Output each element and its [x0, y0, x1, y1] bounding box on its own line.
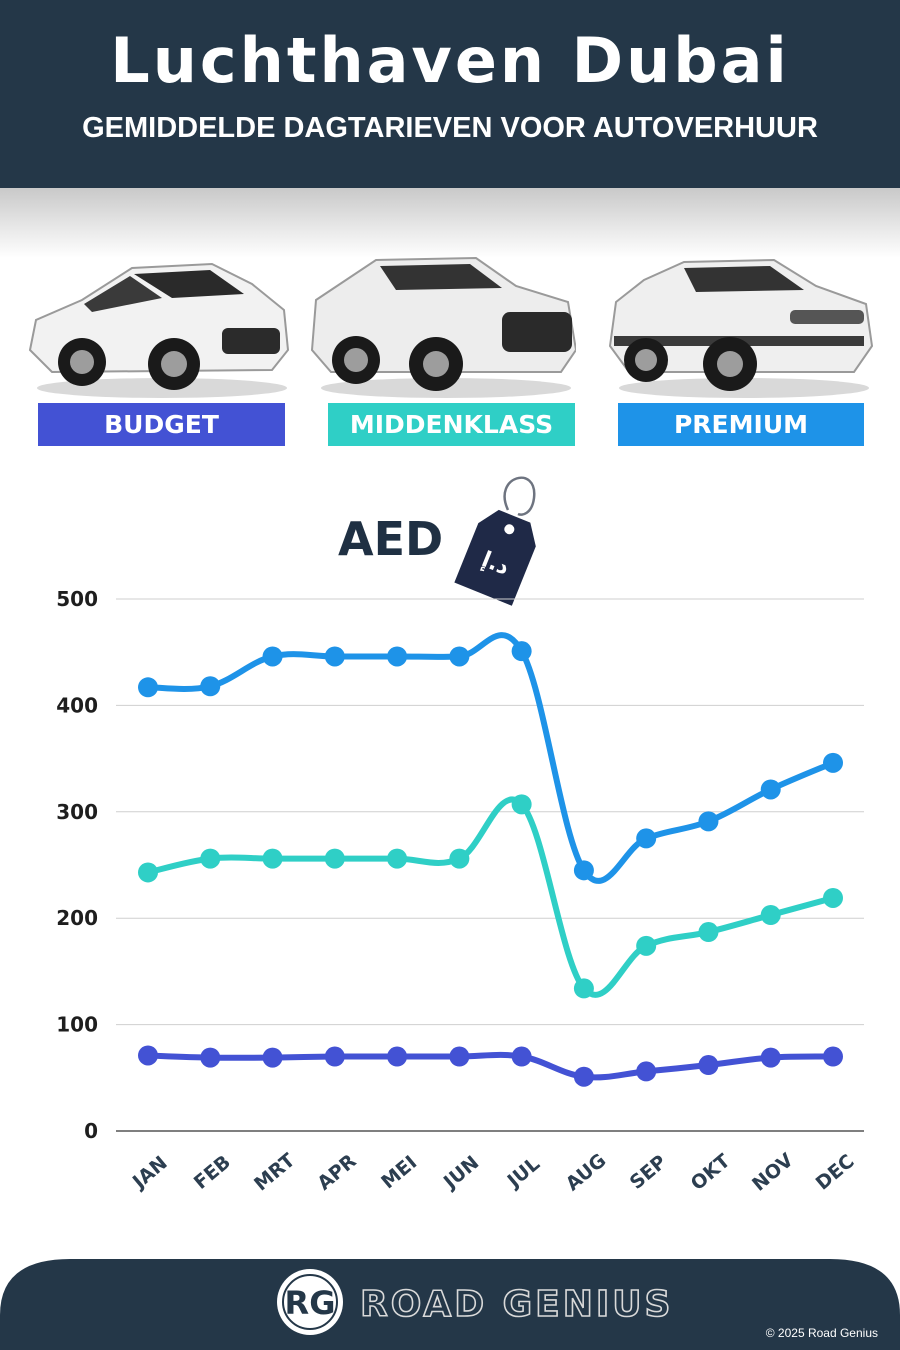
currency-label: AED [338, 512, 444, 566]
header-banner: Luchthaven Dubai GEMIDDELDE DAGTARIEVEN … [0, 0, 900, 188]
data-point-budget-feb [200, 1047, 221, 1068]
data-point-budget-nov [760, 1047, 781, 1068]
y-tick-label: 300 [56, 800, 98, 824]
category-label-budget: BUDGET [38, 403, 285, 446]
data-point-premium-feb [200, 676, 221, 697]
data-point-middenklass-jul [511, 794, 532, 815]
data-point-premium-okt [698, 811, 719, 832]
y-tick-label: 100 [56, 1013, 98, 1037]
data-point-budget-jun [449, 1046, 470, 1067]
data-point-middenklass-sep [636, 935, 657, 956]
data-point-premium-jun [449, 646, 470, 667]
data-point-middenklass-apr [324, 848, 345, 869]
data-point-budget-sep [636, 1061, 657, 1082]
hatchback-car-icon [28, 262, 290, 398]
data-point-middenklass-mrt [262, 848, 283, 869]
data-point-budget-jan [138, 1045, 158, 1066]
x-tick-label: MRT [250, 1149, 299, 1195]
data-point-middenklass-mei [387, 848, 408, 869]
page-subtitle: GEMIDDELDE DAGTARIEVEN VOOR AUTOVERHUUR [82, 112, 818, 144]
y-tick-label: 200 [56, 906, 98, 930]
series-line-middenklass [145, 796, 836, 998]
x-tick-label: NOV [748, 1149, 798, 1196]
suv-car-icon [310, 256, 576, 398]
luxury-suv-car-icon [608, 258, 874, 398]
data-point-budget-apr [324, 1046, 345, 1067]
x-tick-label: SEP [626, 1151, 671, 1194]
y-tick-label: 0 [84, 1119, 98, 1143]
x-tick-label: FEB [190, 1151, 235, 1194]
x-tick-label: JUN [438, 1152, 483, 1195]
price-tag-icon: د.إ [454, 476, 536, 606]
logo-letters: RG [285, 1284, 336, 1322]
data-point-middenklass-jun [449, 848, 470, 869]
y-tick-label: 400 [56, 693, 98, 717]
brand-name: ROAD GENIUS [360, 1284, 673, 1325]
header-shadow [0, 188, 900, 258]
data-point-premium-jan [138, 677, 158, 698]
x-tick-label: AUG [562, 1149, 611, 1195]
data-point-premium-jul [511, 641, 532, 662]
category-label-midrange: MIDDENKLASS [328, 403, 575, 446]
footer-banner: RG ROAD GENIUS [0, 1259, 900, 1350]
series-line-budget [145, 1051, 836, 1081]
data-point-budget-jul [511, 1046, 532, 1067]
data-point-budget-okt [698, 1055, 719, 1076]
copyright-text: © 2025 Road Genius [765, 1326, 878, 1340]
data-point-middenklass-aug [573, 978, 594, 999]
data-point-premium-nov [760, 779, 781, 800]
data-point-premium-sep [636, 828, 657, 849]
data-point-middenklass-jan [138, 862, 158, 883]
x-tick-label: DEC [812, 1150, 859, 1194]
line-chart: 0 100 200 300 400 500 JAN FEB MRT APR MEI JUN JUL AU… [56, 587, 864, 1196]
page-title: Luchthaven Dubai [110, 24, 790, 97]
x-tick-label: APR [313, 1150, 361, 1195]
data-point-premium-dec [823, 752, 843, 773]
data-point-budget-aug [573, 1066, 594, 1087]
data-point-middenklass-dec [823, 887, 843, 908]
data-point-premium-mrt [262, 646, 283, 667]
data-point-middenklass-nov [760, 905, 781, 926]
data-point-premium-mei [387, 646, 408, 667]
category-label-premium: PREMIUM [618, 403, 864, 446]
x-tick-label: MEI [377, 1151, 421, 1193]
data-point-budget-mei [387, 1046, 408, 1067]
x-tick-label: JUL [502, 1153, 544, 1193]
x-tick-label: OKT [687, 1150, 735, 1195]
data-point-middenklass-feb [200, 848, 221, 869]
series-line-premium [145, 632, 836, 884]
data-point-premium-aug [573, 860, 594, 881]
data-point-budget-mrt [262, 1047, 283, 1068]
data-point-middenklass-okt [698, 922, 719, 943]
y-tick-label: 500 [56, 587, 98, 611]
data-point-premium-apr [324, 646, 345, 667]
data-point-budget-dec [823, 1046, 843, 1067]
x-tick-label: JAN [127, 1152, 172, 1194]
